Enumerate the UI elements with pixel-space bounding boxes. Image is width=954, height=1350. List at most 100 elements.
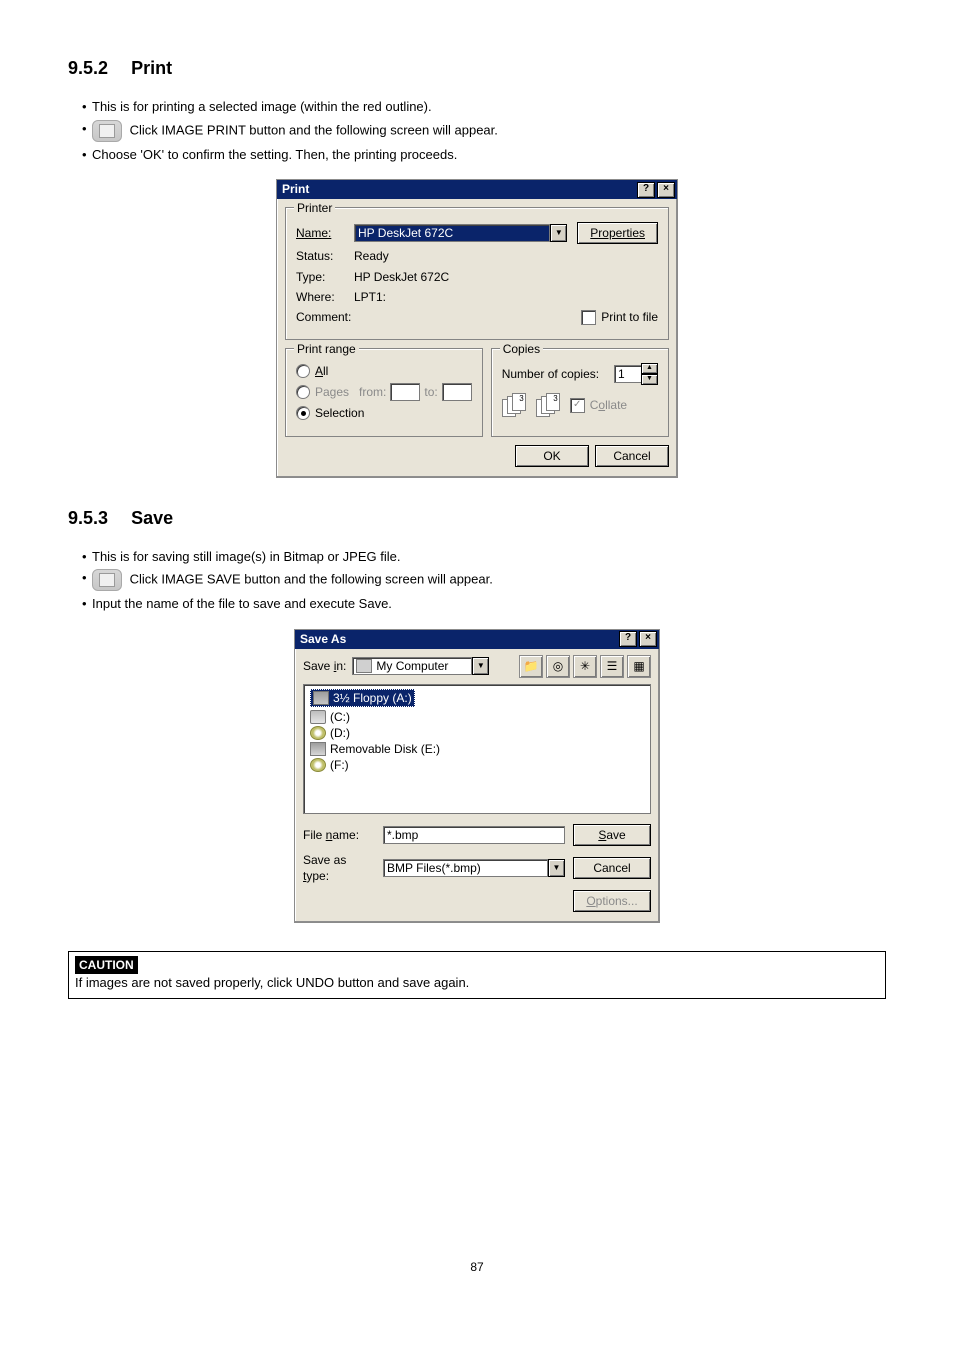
type-label: Type:	[296, 269, 354, 285]
image-save-icon	[92, 569, 122, 591]
status-label: Status:	[296, 248, 354, 264]
range-selection-radio[interactable]: Selection	[296, 405, 364, 421]
print-cancel-button[interactable]: Cancel	[595, 445, 669, 467]
copies-input[interactable]: 1	[614, 365, 642, 383]
drive-label: (F:)	[330, 757, 349, 773]
print-bullets: This is for printing a selected image (w…	[82, 98, 886, 163]
page: 9.5.2 Print This is for printing a selec…	[0, 0, 954, 1305]
comment-label: Comment:	[296, 309, 354, 325]
image-print-icon	[92, 120, 122, 142]
details-view-icon[interactable]: ▦	[627, 655, 651, 678]
savein-dropdown-icon[interactable]: ▼	[472, 657, 489, 675]
drive-label: (D:)	[330, 725, 350, 741]
print-to-file-label: Print to file	[601, 309, 658, 325]
name-label: Name:	[296, 225, 354, 241]
savein-value[interactable]: My Computer	[376, 658, 448, 674]
cd-icon	[310, 726, 326, 740]
range-selection-label: Selection	[315, 405, 364, 421]
properties-button[interactable]: Properties	[577, 222, 658, 244]
section-save-title: Save	[131, 508, 173, 528]
copies-label: Number of copies:	[502, 366, 599, 382]
range-to-input[interactable]	[442, 383, 472, 401]
caution-tag: CAUTION	[75, 956, 138, 974]
drive-row[interactable]: Removable Disk (E:)	[310, 741, 644, 757]
section-save-heading: 9.5.3 Save	[68, 506, 886, 530]
where-label: Where:	[296, 289, 354, 305]
hdd-icon	[310, 710, 326, 724]
section-print-heading: 9.5.2 Print	[68, 56, 886, 80]
printer-name-field[interactable]: HP DeskJet 672C	[354, 224, 550, 242]
print-to-file-checkbox[interactable]: Print to file	[581, 309, 658, 325]
print-bullet-2: Click IMAGE PRINT button and the followi…	[82, 120, 886, 142]
drive-row[interactable]: 3½ Floppy (A:)	[310, 689, 415, 707]
collate-checkbox[interactable]: ✓ Collate	[570, 397, 627, 413]
filename-label: File name:	[303, 827, 375, 843]
print-dialog: Print ? × Printer Name: HP DeskJet 672C …	[276, 179, 678, 477]
drive-label: (C:)	[330, 709, 350, 725]
save-button[interactable]: Save	[573, 824, 651, 846]
caution-box: CAUTION If images are not saved properly…	[68, 951, 886, 999]
collate-label: Collate	[590, 397, 627, 413]
section-print-number: 9.5.2	[68, 58, 108, 78]
filename-input[interactable]: *.bmp	[383, 826, 565, 844]
caution-text: If images are not saved properly, click …	[75, 975, 469, 990]
save-bullet-1: This is for saving still image(s) in Bit…	[82, 548, 886, 566]
drive-row[interactable]: (C:)	[310, 709, 644, 725]
list-view-icon[interactable]: ☰	[600, 655, 624, 678]
close-button[interactable]: ×	[639, 631, 657, 647]
cd-icon	[310, 758, 326, 772]
desktop-icon[interactable]: ◎	[546, 655, 570, 678]
saveastype-dropdown-icon[interactable]: ▼	[548, 859, 565, 877]
where-value: LPT1:	[354, 289, 386, 305]
up-one-level-icon[interactable]: 📁	[519, 655, 543, 678]
save-bullet-3: Input the name of the file to save and e…	[82, 595, 886, 613]
options-button[interactable]: Options...	[573, 890, 651, 912]
close-button[interactable]: ×	[657, 182, 675, 198]
range-all-radio[interactable]: All	[296, 363, 328, 379]
save-dialog-titlebar: Save As ? ×	[295, 630, 659, 649]
save-as-dialog: Save As ? × Save in: My Computer ▼ 📁 ◎ ✳…	[294, 629, 660, 923]
help-button[interactable]: ?	[637, 182, 655, 198]
collate-illustration-2: 123	[536, 393, 566, 417]
printer-group-label: Printer	[294, 200, 335, 216]
copies-groupbox: Copies Number of copies: 1 ▲▼ 123 123	[491, 348, 669, 436]
radio-icon	[296, 406, 310, 420]
copies-spinner[interactable]: ▲▼	[641, 363, 658, 385]
range-group-label: Print range	[294, 341, 359, 357]
save-cancel-button[interactable]: Cancel	[573, 857, 651, 879]
print-ok-button[interactable]: OK	[515, 445, 589, 467]
print-bullet-1: This is for printing a selected image (w…	[82, 98, 886, 116]
savein-label: Save in:	[303, 658, 346, 674]
type-value: HP DeskJet 672C	[354, 269, 449, 285]
printer-groupbox: Printer Name: HP DeskJet 672C ▼ Properti…	[285, 207, 669, 340]
checkbox-icon	[581, 310, 596, 325]
drive-label: Removable Disk (E:)	[330, 741, 440, 757]
checkbox-icon: ✓	[570, 398, 585, 413]
section-print-title: Print	[131, 58, 172, 78]
saveastype-input[interactable]: BMP Files(*.bmp)	[383, 859, 548, 877]
page-number: 87	[68, 1259, 886, 1305]
print-bullet-2-text: Click IMAGE PRINT button and the followi…	[130, 122, 498, 137]
collate-illustration-1: 123	[502, 393, 532, 417]
save-bullets: This is for saving still image(s) in Bit…	[82, 548, 886, 613]
saveastype-label: Save as type:	[303, 852, 375, 884]
print-bullet-3: Choose 'OK' to confirm the setting. Then…	[82, 146, 886, 164]
my-computer-icon	[356, 659, 372, 673]
range-from-label: from:	[359, 384, 386, 400]
range-pages-radio[interactable]: Pages	[296, 384, 349, 400]
drive-list[interactable]: 3½ Floppy (A:) (C:)(D:)Removable Disk (E:…	[303, 684, 651, 814]
range-from-input[interactable]	[390, 383, 420, 401]
save-bullet-2: Click IMAGE SAVE button and the followin…	[82, 569, 886, 591]
status-value: Ready	[354, 248, 389, 264]
save-dialog-title: Save As	[300, 630, 346, 649]
radio-icon	[296, 364, 310, 378]
new-folder-icon[interactable]: ✳	[573, 655, 597, 678]
print-range-groupbox: Print range All Pages from: to:	[285, 348, 483, 436]
drive-row[interactable]: (F:)	[310, 757, 644, 773]
help-button[interactable]: ?	[619, 631, 637, 647]
printer-name-dropdown-icon[interactable]: ▼	[550, 224, 567, 242]
save-bullet-2-text: Click IMAGE SAVE button and the followin…	[130, 572, 493, 587]
radio-icon	[296, 385, 310, 399]
section-save-number: 9.5.3	[68, 508, 108, 528]
drive-row[interactable]: (D:)	[310, 725, 644, 741]
